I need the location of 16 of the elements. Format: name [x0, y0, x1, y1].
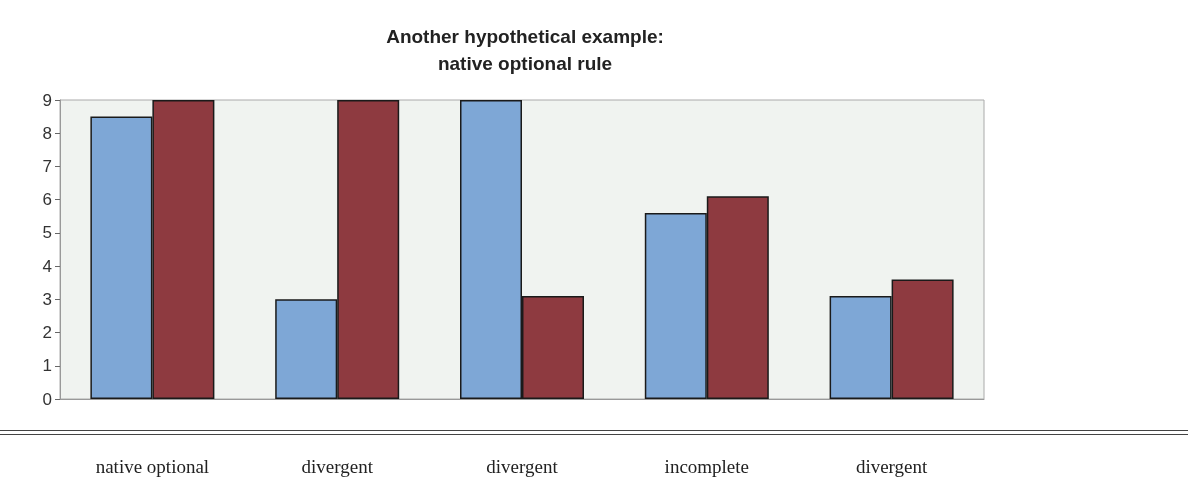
y-tick-label: 5 — [42, 223, 52, 243]
y-tick-label: 7 — [42, 156, 52, 176]
y-tick-label: 8 — [42, 123, 52, 143]
y-tick-label: 3 — [42, 289, 52, 309]
x-tick-label: incomplete — [664, 456, 750, 477]
y-tick-label: 1 — [42, 356, 52, 376]
x-tick-label: native optional — [95, 456, 210, 477]
x-tick-label: divergent — [486, 456, 559, 477]
y-tick-label: 0 — [42, 389, 52, 409]
y-tick-label: 9 — [42, 90, 52, 110]
x-tick-label: divergent — [855, 456, 929, 477]
y-tick-label: 4 — [42, 256, 52, 276]
y-tick-label: 6 — [42, 190, 52, 210]
x-tick-label: divergent — [301, 456, 374, 477]
chart-title: Another hypothetical example: native optional rule — [386, 26, 664, 74]
y-tick-label: 2 — [42, 323, 52, 343]
